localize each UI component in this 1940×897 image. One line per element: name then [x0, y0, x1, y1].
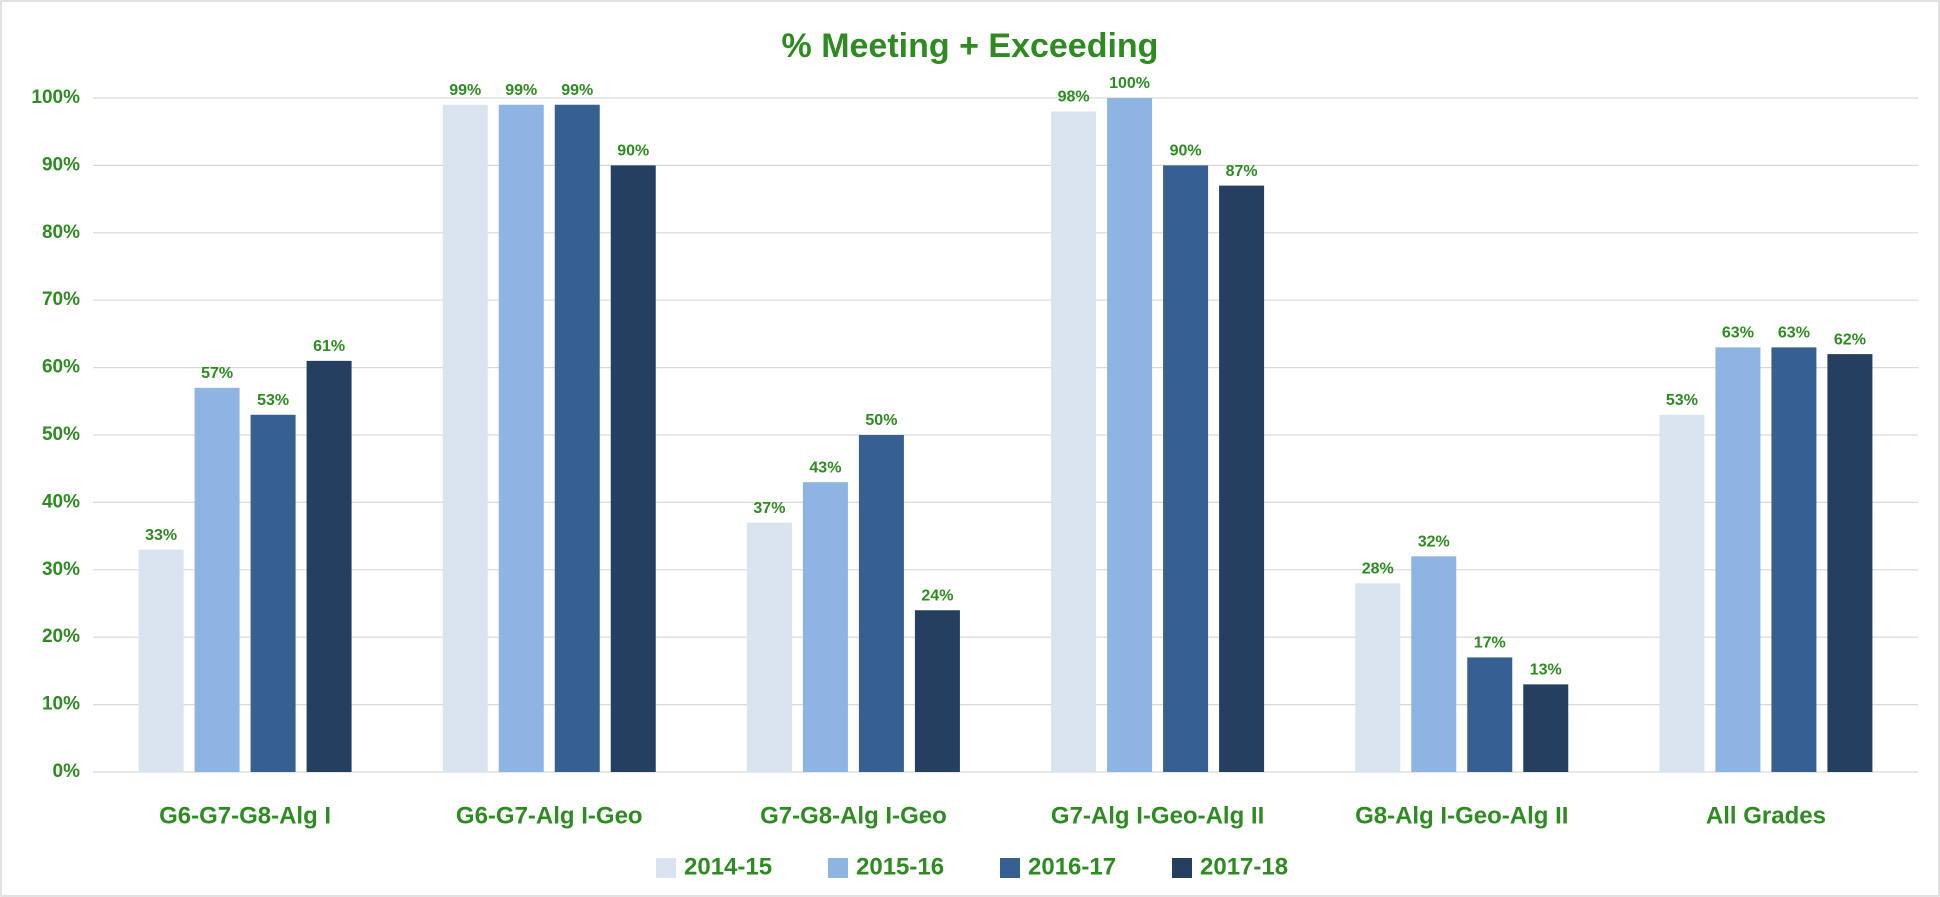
bar [858, 435, 904, 772]
bar [1219, 185, 1265, 772]
data-label: 63% [1722, 325, 1754, 342]
y-tick-label: 20% [42, 626, 80, 647]
bar [1771, 347, 1817, 772]
data-label: 53% [257, 392, 289, 409]
bar [1107, 98, 1153, 772]
data-label: 32% [1418, 534, 1450, 551]
legend-label: 2016-17 [1028, 853, 1116, 880]
data-label: 28% [1362, 560, 1394, 577]
y-tick-label: 80% [42, 222, 80, 243]
data-label: 33% [145, 527, 177, 544]
data-label: 62% [1834, 331, 1866, 348]
data-label: 53% [1666, 392, 1698, 409]
y-tick-label: 0% [53, 761, 81, 782]
legend-swatch [828, 858, 848, 878]
bar [442, 104, 488, 773]
bar [1523, 684, 1569, 772]
bar [1715, 347, 1761, 772]
bar [138, 549, 184, 772]
bar [1467, 657, 1513, 772]
data-label: 90% [1170, 143, 1202, 160]
bar [1411, 556, 1457, 772]
x-tick-label: G6-G7-Alg I-Geo [456, 802, 643, 829]
bar [914, 610, 960, 772]
bar [498, 104, 544, 773]
y-tick-label: 50% [42, 424, 80, 445]
data-label: 24% [921, 587, 953, 604]
y-tick-label: 40% [42, 491, 80, 512]
data-label: 37% [753, 500, 785, 517]
x-tick-label: G8-Alg I-Geo-Alg II [1355, 802, 1568, 829]
bar [1659, 414, 1705, 772]
y-tick-label: 70% [42, 289, 80, 310]
legend-swatch [1172, 858, 1192, 878]
y-tick-label: 100% [31, 87, 80, 108]
y-tick-label: 90% [42, 154, 80, 175]
data-label: 50% [865, 412, 897, 429]
y-tick-label: 30% [42, 559, 80, 580]
data-label: 63% [1778, 325, 1810, 342]
legend-swatch [1000, 858, 1020, 878]
legend-label: 2014-15 [684, 853, 772, 880]
x-tick-label: G7-Alg I-Geo-Alg II [1051, 802, 1264, 829]
y-tick-label: 10% [42, 694, 80, 715]
bar [746, 522, 792, 772]
bar [306, 360, 352, 772]
data-label: 17% [1474, 635, 1506, 652]
bar [1163, 165, 1209, 772]
data-label: 99% [505, 82, 537, 99]
x-tick-label: All Grades [1706, 802, 1826, 829]
legend-swatch [656, 858, 676, 878]
bar [1051, 111, 1097, 773]
bar [554, 104, 600, 773]
data-label: 99% [449, 82, 481, 99]
y-tick-label: 60% [42, 357, 80, 378]
chart-title: % Meeting + Exceeding [782, 27, 1159, 65]
legend-label: 2017-18 [1200, 853, 1288, 880]
data-label: 43% [809, 459, 841, 476]
x-tick-label: G6-G7-G8-Alg I [159, 802, 331, 829]
bar [802, 482, 848, 772]
data-label: 87% [1226, 163, 1258, 180]
data-label: 100% [1109, 75, 1150, 92]
bar [194, 387, 240, 772]
data-label: 57% [201, 365, 233, 382]
data-label: 61% [313, 338, 345, 355]
bar [610, 165, 656, 772]
legend-label: 2015-16 [856, 853, 944, 880]
data-label: 99% [561, 82, 593, 99]
bar [1355, 583, 1401, 772]
data-label: 13% [1530, 662, 1562, 679]
data-label: 90% [617, 143, 649, 160]
bar [250, 414, 296, 772]
x-tick-label: G7-G8-Alg I-Geo [760, 802, 947, 829]
bar [1827, 354, 1873, 772]
data-label: 98% [1058, 89, 1090, 106]
